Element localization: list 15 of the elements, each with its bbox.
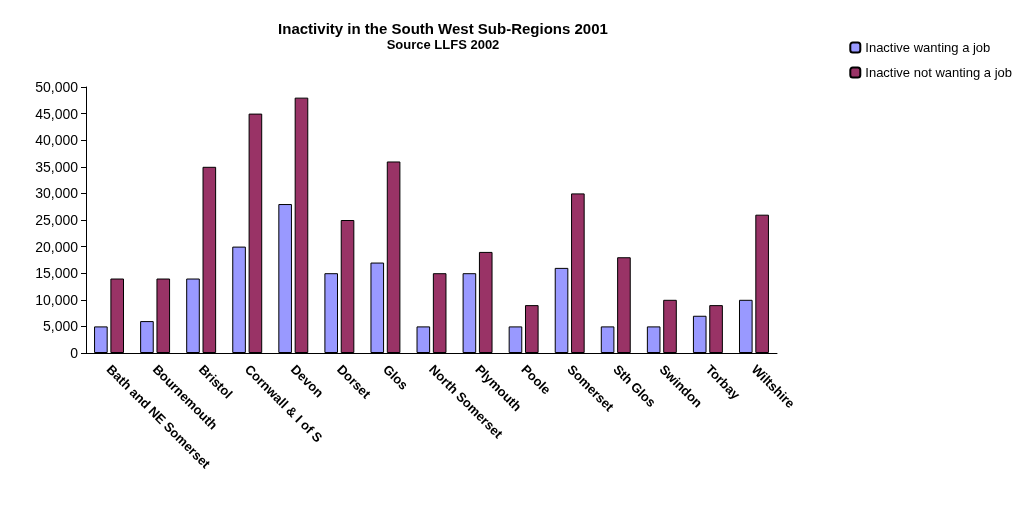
y-tick-label: 20,000 <box>35 238 79 255</box>
chart-title: Inactivity in the South West Sub-Regions 2001 <box>278 20 608 37</box>
y-tick-label: 50,000 <box>35 79 79 95</box>
y-tick-label: 10,000 <box>35 291 79 308</box>
y-tick-label: 25,000 <box>35 212 79 228</box>
chart-subtitle: Source LLFS 2002 <box>386 37 500 52</box>
y-tick-label: 40,000 <box>35 132 79 149</box>
y-tick-label: 5,000 <box>42 318 79 335</box>
y-tick-label: 30,000 <box>35 185 79 202</box>
legend-label: Inactive wanting a job <box>865 40 991 55</box>
legend-label: Inactive not wanting a job <box>865 65 1013 80</box>
y-tick-label: 35,000 <box>35 158 79 175</box>
y-tick-label: 15,000 <box>35 265 79 282</box>
y-tick-label: 45,000 <box>35 105 79 122</box>
y-tick-label: 0 <box>70 345 79 361</box>
